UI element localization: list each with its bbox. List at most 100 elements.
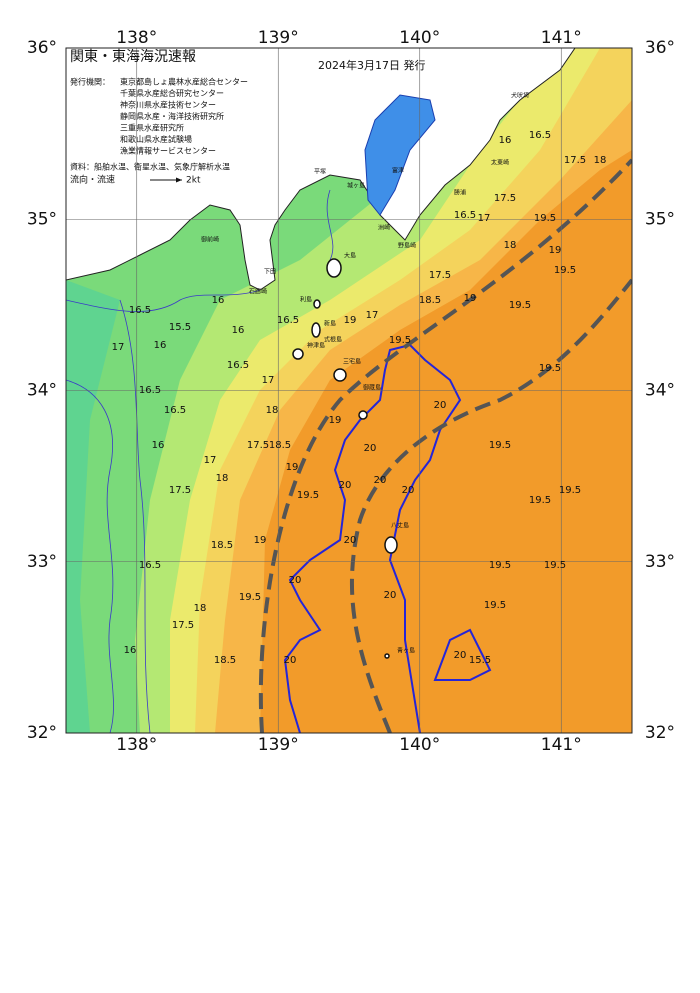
place-name: 犬吠埼 xyxy=(511,92,529,100)
isotherm-label: 19.5 xyxy=(544,560,566,571)
title: 関東・東海海況速報 xyxy=(70,49,196,65)
lat-label-left: 35° xyxy=(27,209,57,229)
lon-label-bottom: 138° xyxy=(116,735,157,755)
isotherm-label: 19 xyxy=(254,535,267,546)
place-name: 新島 xyxy=(324,320,336,328)
isotherm-label: 18 xyxy=(216,473,229,484)
place-name: 式根島 xyxy=(324,336,342,344)
isotherm-label: 19.5 xyxy=(509,300,531,311)
isotherm-label: 19 xyxy=(464,293,477,304)
isotherm-label: 19.5 xyxy=(297,490,319,501)
place-name: 御前崎 xyxy=(201,236,219,244)
isotherm-label: 20 xyxy=(434,400,447,411)
lat-label-left: 33° xyxy=(27,552,57,572)
isotherm-label: 16 xyxy=(152,440,165,451)
issuer: 三重県水産研究所 xyxy=(120,123,184,133)
isotherm-label: 20 xyxy=(384,590,397,601)
isotherm-label: 17 xyxy=(478,213,491,224)
isotherm-label: 16.5 xyxy=(277,315,299,326)
isotherm-label: 19.5 xyxy=(389,335,411,346)
isotherm-label: 17 xyxy=(112,342,125,353)
place-name: 野島崎 xyxy=(398,242,416,250)
issuer: 神奈川県水産技術センター xyxy=(120,100,216,110)
isotherm-label: 19 xyxy=(344,315,357,326)
lat-label-right: 34° xyxy=(645,381,675,401)
place-name: 平塚 xyxy=(314,168,326,176)
isotherm-label: 20 xyxy=(374,475,387,486)
lat-label-left: 36° xyxy=(27,38,57,58)
isotherm-label: 20 xyxy=(454,650,467,661)
isotherm-label: 18 xyxy=(194,603,207,614)
isotherm-label: 18 xyxy=(594,155,607,166)
isotherm-label: 19.5 xyxy=(554,265,576,276)
isotherm-label: 16.5 xyxy=(139,385,161,396)
source: 資料：船舶水温、衛星水温、気象庁解析水温 xyxy=(70,162,230,172)
lat-label-right: 32° xyxy=(645,723,675,743)
isotherm-label: 20 xyxy=(344,535,357,546)
isotherm-label: 16.5 xyxy=(164,405,186,416)
isotherm-label: 19.5 xyxy=(239,592,261,603)
issuer: 静岡県水産・海洋技術研究所 xyxy=(120,111,224,121)
isotherm-label: 16 xyxy=(499,135,512,146)
issuer-label: 発行機関： xyxy=(70,77,110,87)
place-name: 城ヶ島 xyxy=(347,182,365,190)
place-name: 下田 xyxy=(264,269,276,276)
place-name: 神津島 xyxy=(307,342,325,350)
isotherm-label: 17.5 xyxy=(247,440,269,451)
place-name: 三宅島 xyxy=(343,358,361,366)
issue-date: 2024年3月17日 発行 xyxy=(318,58,426,72)
isotherm-label: 16.5 xyxy=(139,560,161,571)
legend-label: 流向・流速 xyxy=(70,174,115,186)
isotherm-label: 16.5 xyxy=(227,360,249,371)
lon-label-bottom: 139° xyxy=(258,735,299,755)
isotherm-label: 15.5 xyxy=(169,322,191,333)
lon-label-top: 141° xyxy=(541,28,582,48)
isotherm-label: 16 xyxy=(212,295,225,306)
isotherm-label: 15.5 xyxy=(469,655,491,666)
isotherm-label: 16.5 xyxy=(454,210,476,221)
lon-label-bottom: 141° xyxy=(541,735,582,755)
isotherm-label: 19 xyxy=(549,245,562,256)
place-name: 大島 xyxy=(344,252,356,260)
isotherm-label: 19.5 xyxy=(489,440,511,451)
place-name: 勝浦 xyxy=(454,189,466,197)
isotherm-label: 16 xyxy=(154,340,167,351)
place-name: 利島 xyxy=(300,296,312,304)
isotherm-label: 17.5 xyxy=(429,270,451,281)
isotherm-label: 18.5 xyxy=(269,440,291,451)
isotherm-label: 17.5 xyxy=(172,620,194,631)
isotherm-label: 18 xyxy=(504,240,517,251)
isotherm-label: 17 xyxy=(262,375,275,386)
isotherm-label: 18.5 xyxy=(211,540,233,551)
isotherm-label: 16 xyxy=(232,325,245,336)
isotherm-label: 17 xyxy=(204,455,217,466)
place-name: 洲崎 xyxy=(378,224,390,232)
issuer: 漁業情報サービスセンター xyxy=(120,146,216,156)
lon-label-top: 138° xyxy=(116,28,157,48)
isotherm-label: 19 xyxy=(286,462,299,473)
isotherm-label: 17 xyxy=(366,310,379,321)
sea-temperature-field xyxy=(66,48,632,733)
issuer: 千葉県水産総合研究センター xyxy=(120,88,224,98)
isotherm-label: 19.5 xyxy=(484,600,506,611)
place-name: 御蔵島 xyxy=(363,384,381,392)
isotherm-label: 17.5 xyxy=(564,155,586,166)
place-name: 太東崎 xyxy=(491,159,509,167)
isotherm-label: 19.5 xyxy=(539,363,561,374)
lon-label-top: 140° xyxy=(399,28,440,48)
lat-label-left: 34° xyxy=(27,381,57,401)
isotherm-label: 19.5 xyxy=(489,560,511,571)
place-name: 八丈島 xyxy=(391,522,409,530)
isotherm-label: 17.5 xyxy=(494,193,516,204)
isotherm-label: 19.5 xyxy=(529,495,551,506)
isotherm-label: 17.5 xyxy=(169,485,191,496)
isotherm-label: 20 xyxy=(284,655,297,666)
map-frame xyxy=(65,47,633,734)
lat-label-right: 36° xyxy=(645,38,675,58)
place-name: 石廊崎 xyxy=(249,288,267,296)
isotherm-label: 16 xyxy=(124,645,137,656)
issuer: 和歌山県水産試験場 xyxy=(120,134,192,144)
place-name: 青ヶ島 xyxy=(397,647,415,655)
isotherm-label: 19.5 xyxy=(534,213,556,224)
